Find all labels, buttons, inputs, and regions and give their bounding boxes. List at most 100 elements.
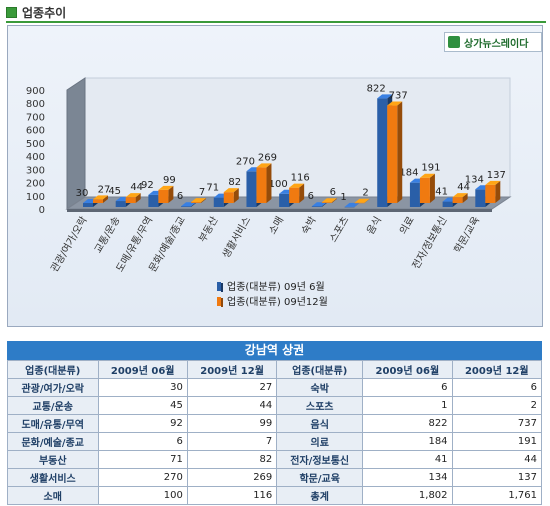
bar-top xyxy=(354,198,370,203)
value-cell: 71 xyxy=(97,450,188,469)
value-cell: 45 xyxy=(97,396,188,415)
data-label: 270 xyxy=(236,156,255,167)
value-cell: 1 xyxy=(362,396,453,415)
table-title: 강남역 상권 xyxy=(7,341,542,360)
y-tick-label: 300 xyxy=(26,165,45,176)
value-cell: 184 xyxy=(362,432,453,451)
data-label: 27 xyxy=(98,184,111,195)
value-cell: 30 xyxy=(97,378,188,397)
section-title: 업종추이 xyxy=(22,5,67,20)
y-tick-label: 900 xyxy=(26,86,45,97)
bar xyxy=(321,202,332,203)
data-label: 44 xyxy=(130,182,143,193)
value-cell: 99 xyxy=(186,414,278,433)
category-cell: 전자/정보통신 xyxy=(276,450,364,469)
category-cell: 교통/운송 xyxy=(7,396,99,415)
brand-logo: 상가뉴스레이다 xyxy=(444,32,542,52)
data-label: 191 xyxy=(421,163,440,174)
bar xyxy=(485,184,496,203)
table-row: 도매/유통/무역 92 99 음식 822 737 xyxy=(7,414,543,433)
y-tick-label: 200 xyxy=(26,179,45,190)
bar xyxy=(246,171,257,207)
column-header: 2009년 12월 xyxy=(451,360,543,379)
bar xyxy=(256,167,267,203)
value-cell: 137 xyxy=(451,468,543,487)
data-label: 7 xyxy=(199,187,205,198)
bar xyxy=(223,192,234,203)
x-tick-label: 학문/교육 xyxy=(452,214,482,255)
bar xyxy=(311,206,322,207)
data-label: 137 xyxy=(487,170,506,181)
bar xyxy=(377,98,388,207)
bar-side xyxy=(495,180,501,203)
legend-label: 업종(대분류) 09년12월 xyxy=(227,295,328,308)
bar xyxy=(442,201,453,207)
data-label: 82 xyxy=(228,177,241,188)
data-label: 1 xyxy=(340,192,346,203)
bar xyxy=(387,105,398,203)
table-row: 관광/여가/오락 30 27 숙박 6 6 xyxy=(7,378,543,397)
x-tick-label: 음식 xyxy=(365,215,385,237)
x-tick-label: 생활서비스 xyxy=(219,214,253,260)
bar-top xyxy=(256,163,272,168)
bar xyxy=(93,199,103,203)
bar-side xyxy=(354,202,360,207)
bar-top xyxy=(93,195,108,200)
category-cell: 음식 xyxy=(276,414,364,433)
value-cell: 2 xyxy=(451,396,543,415)
value-cell: 44 xyxy=(186,396,278,415)
bar-top xyxy=(181,202,197,207)
data-label: 737 xyxy=(389,91,408,102)
y-tick-label: 0 xyxy=(39,205,45,216)
bar xyxy=(419,177,430,203)
value-cell: 822 xyxy=(362,414,453,433)
bar-side xyxy=(321,202,327,207)
y-tick-label: 500 xyxy=(26,139,45,150)
category-cell: 총계 xyxy=(276,486,364,505)
bar-side xyxy=(462,193,468,203)
bar-top xyxy=(289,183,305,188)
data-label: 116 xyxy=(291,173,310,184)
legend-swatch xyxy=(217,282,221,291)
data-label: 134 xyxy=(465,174,484,185)
bar xyxy=(279,193,290,207)
data-label: 44 xyxy=(457,182,470,193)
bar xyxy=(191,202,202,203)
data-label: 269 xyxy=(258,152,277,163)
bar-side xyxy=(266,163,272,203)
y-tick-label: 800 xyxy=(26,99,45,110)
table-row: 부동산 71 82 전자/정보통신 41 44 xyxy=(7,450,543,469)
data-label: 100 xyxy=(269,179,288,190)
column-header: 2009년 12월 xyxy=(186,360,278,379)
value-cell: 191 xyxy=(451,432,543,451)
category-cell: 도매/유통/무역 xyxy=(7,414,99,433)
bar xyxy=(181,206,192,207)
bar-top xyxy=(223,188,239,193)
x-tick-label: 관광/여가/오락 xyxy=(48,215,89,275)
bar-side xyxy=(135,193,141,203)
legend-label: 업종(대분류) 09년 6월 xyxy=(227,280,325,293)
legend-swatch-side xyxy=(221,283,223,292)
category-cell: 부동산 xyxy=(7,450,99,469)
data-label: 6 xyxy=(330,187,336,198)
bar-top xyxy=(191,198,207,203)
value-cell: 6 xyxy=(97,432,188,451)
value-cell: 82 xyxy=(186,450,278,469)
bar-top xyxy=(158,185,174,190)
bar-top xyxy=(452,193,468,198)
bar-top xyxy=(419,173,435,178)
legend-swatch xyxy=(217,297,221,306)
x-tick-label: 소매 xyxy=(266,215,286,237)
data-label: 184 xyxy=(399,168,418,179)
bar xyxy=(344,206,355,208)
category-cell: 학문/교육 xyxy=(276,468,364,487)
bar xyxy=(125,197,136,203)
bar-side xyxy=(201,198,207,203)
x-tick-label: 부동산 xyxy=(196,215,220,245)
bar xyxy=(289,187,300,203)
bar-top xyxy=(377,94,393,99)
table-row: 교통/운송 45 44 스포츠 1 2 xyxy=(7,396,543,415)
value-cell: 270 xyxy=(97,468,188,487)
legend-swatch-side xyxy=(221,298,223,307)
section-divider xyxy=(6,21,546,23)
